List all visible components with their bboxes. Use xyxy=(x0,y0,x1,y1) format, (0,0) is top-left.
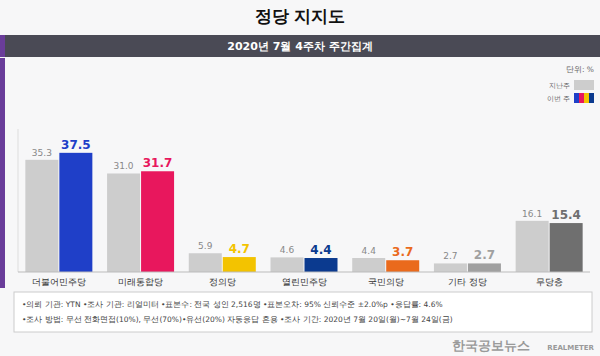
category-label: 무당층 xyxy=(536,277,563,287)
data-label: 5.9 xyxy=(198,241,213,251)
data-label: 35.3 xyxy=(32,148,52,158)
data-label: 37.5 xyxy=(61,138,91,152)
bar xyxy=(305,258,338,272)
footnote: •의뢰 기관: YTN •조사 기관: 리얼미터 •표본수: 전국 성인 2,5… xyxy=(22,300,443,309)
data-label: 31.0 xyxy=(114,161,134,171)
data-label: 16.1 xyxy=(522,209,542,219)
bar xyxy=(107,173,140,272)
data-label: 31.7 xyxy=(143,156,173,170)
bars xyxy=(25,153,582,272)
bar xyxy=(352,258,385,272)
legend: 지난주이번 주 xyxy=(547,80,594,103)
category-label: 국민의당 xyxy=(368,277,404,287)
legend-swatch xyxy=(589,93,594,103)
title: 정당 지지도 xyxy=(255,6,346,26)
subtitle-accent xyxy=(0,35,5,57)
category-label: 기타 정당 xyxy=(448,277,487,287)
background xyxy=(0,0,600,356)
bar xyxy=(386,260,419,272)
chart: 정당 지지도 2020년 7월 4주차 주간집계단위: % 35.3 37.5 더불어민… xyxy=(0,0,600,356)
legend-swatch xyxy=(574,80,594,90)
unit-label: 단위: % xyxy=(566,65,594,74)
value-axis xyxy=(18,129,19,272)
data-label: 4.4 xyxy=(362,246,377,256)
category-label: 더불어민주당 xyxy=(32,277,86,287)
baseline xyxy=(18,272,590,273)
data-label: 2.7 xyxy=(474,248,495,262)
bar xyxy=(223,257,256,272)
bar xyxy=(141,171,174,272)
legend-swatch xyxy=(574,93,579,103)
chart-wrap: 정당 지지도 2020년 7월 4주차 주간집계단위: % 35.3 37.5 더불어민… xyxy=(0,0,600,356)
bar xyxy=(25,160,58,272)
bar xyxy=(550,223,583,272)
subtitle: 2020년 7월 4주차 주간집계 xyxy=(227,40,372,53)
legend-label: 지난주 xyxy=(549,82,570,90)
legend-swatch xyxy=(584,93,589,103)
category-label: 열린민주당 xyxy=(282,277,327,287)
labels: 35.3 37.5 더불어민주당 31.0 31.7 미래통합당 5.9 4.7 정의당 4.6 4… xyxy=(32,138,581,287)
bar xyxy=(434,263,467,272)
footnote: •조사 방법: 무선 전화면접(10%), 무선(70%)•유선(20%) 자동… xyxy=(22,315,453,324)
data-label: 3.7 xyxy=(392,245,413,259)
data-label: 2.7 xyxy=(443,251,457,261)
credit: REALMETER xyxy=(547,344,594,352)
data-label: 15.4 xyxy=(551,208,581,222)
footnote-box xyxy=(14,292,592,332)
bar xyxy=(516,221,549,272)
bar xyxy=(189,253,222,272)
subtitle-band xyxy=(0,35,600,57)
legend-swatch xyxy=(579,93,584,103)
category-label: 미래통합당 xyxy=(118,277,163,287)
bar xyxy=(59,153,92,272)
bar xyxy=(271,257,304,272)
accent-strip xyxy=(0,58,5,288)
watermark: 한국공보뉴스 xyxy=(452,338,530,353)
data-label: 4.7 xyxy=(229,242,250,256)
data-label: 4.6 xyxy=(280,245,295,255)
category-label: 정의당 xyxy=(209,277,236,287)
bar xyxy=(468,263,501,272)
legend-label: 이번 주 xyxy=(547,95,570,103)
data-label: 4.4 xyxy=(310,243,331,257)
